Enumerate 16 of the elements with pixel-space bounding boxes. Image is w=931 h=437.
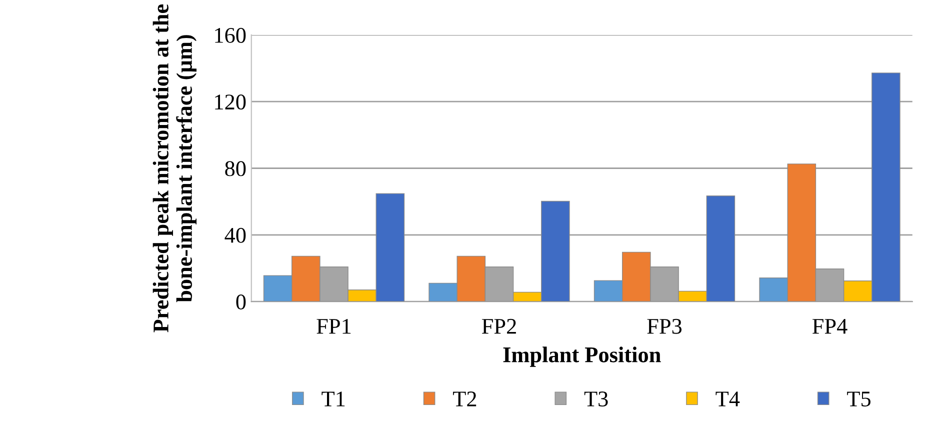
legend-label: T4 <box>716 392 740 406</box>
legend-label: T1 <box>322 392 345 406</box>
x-axis-title: Implant Position <box>503 346 661 367</box>
y-tick-label: 0 <box>236 294 246 310</box>
legend-label: T5 <box>847 392 870 406</box>
x-tick-label: FP4 <box>812 318 848 334</box>
y-tick-label: 120 <box>215 94 246 110</box>
x-tick-label: FP3 <box>647 318 682 334</box>
y-tick-label: 40 <box>224 228 246 243</box>
x-tick-label: FP1 <box>316 318 351 334</box>
y-tick-label: 80 <box>225 161 246 176</box>
legend-label: T3 <box>584 392 608 406</box>
legend-label: T2 <box>453 392 476 406</box>
y-tick-label: 160 <box>215 28 246 43</box>
y-axis-title: Predicted peak micromotion at the bone-implant interface (µm) <box>152 4 197 332</box>
x-tick-label: FP2 <box>482 318 516 334</box>
